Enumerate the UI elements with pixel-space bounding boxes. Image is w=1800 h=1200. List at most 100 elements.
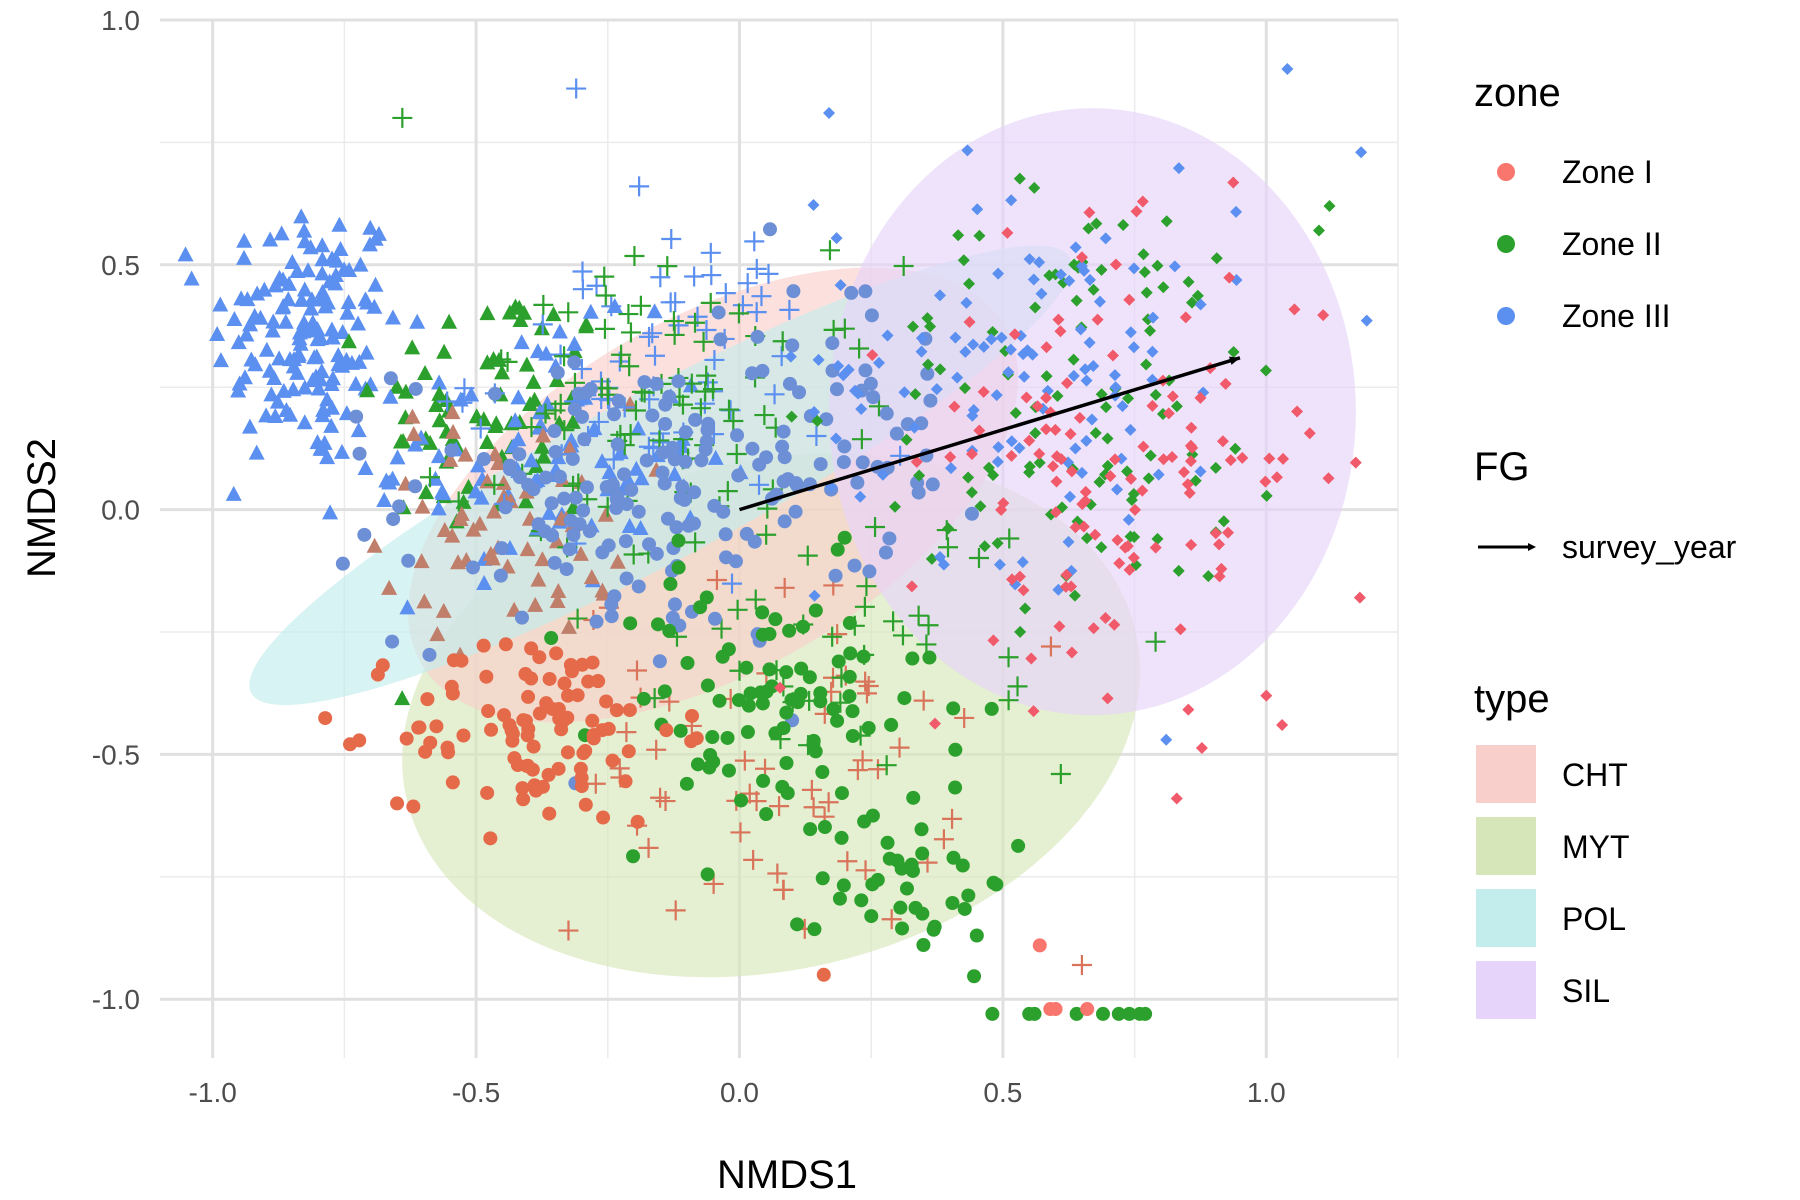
point-pol-triangle xyxy=(298,322,315,338)
point-pol-triangle xyxy=(236,232,253,248)
point-myt-circle xyxy=(703,747,718,762)
point-myt-circle xyxy=(408,381,423,396)
point-sil-diamond xyxy=(1127,551,1140,564)
point-pol-triangle xyxy=(319,294,336,310)
point-myt-circle xyxy=(498,637,513,652)
point-sil-diamond xyxy=(1093,475,1106,488)
point-cht-plus xyxy=(743,849,764,870)
point-myt-circle xyxy=(343,737,358,752)
point-pol-triangle xyxy=(428,396,445,412)
point-sil-diamond xyxy=(1029,301,1042,314)
point-sil-diamond xyxy=(1216,435,1229,448)
point-sil-diamond xyxy=(949,331,962,344)
point-cht-plus xyxy=(665,900,686,921)
point-myt-circle xyxy=(626,849,641,864)
point-cht-plus xyxy=(655,791,676,812)
point-cht-plus xyxy=(595,285,616,306)
point-myt-circle xyxy=(349,409,364,424)
point-sil-diamond xyxy=(974,500,987,513)
point-pol-triangle xyxy=(341,262,358,278)
legend: zone Zone I Zone II Zone III FG survey_y… xyxy=(1474,71,1737,1019)
point-myt-circle xyxy=(422,647,437,662)
point-pol-triangle xyxy=(366,537,383,553)
point-pol-triangle xyxy=(239,291,256,307)
point-sil-diamond xyxy=(1128,262,1141,275)
point-pol-triangle xyxy=(177,246,194,262)
point-myt-circle xyxy=(516,792,531,807)
legend-fg: FG survey_year xyxy=(1474,445,1737,565)
point-cht-plus xyxy=(1007,676,1028,697)
point-sil-diamond xyxy=(992,441,1005,454)
point-sil-diamond xyxy=(1227,346,1240,359)
point-sil-diamond xyxy=(1157,453,1170,466)
point-cht-plus xyxy=(594,266,615,287)
point-cht-plus xyxy=(664,324,685,345)
point-cht-plus xyxy=(801,779,822,800)
point-sil-diamond xyxy=(1317,309,1330,322)
point-myt-circle xyxy=(548,444,563,459)
point-myt-circle xyxy=(663,576,678,591)
point-myt-circle xyxy=(518,667,533,682)
point-myt-circle xyxy=(899,881,914,896)
point-myt-circle xyxy=(514,610,529,625)
legend-pol-label: POL xyxy=(1562,901,1626,937)
point-cht-plus xyxy=(754,405,775,426)
point-myt-circle xyxy=(747,534,762,549)
point-pol-triangle xyxy=(296,414,313,430)
point-myt-circle xyxy=(671,560,686,575)
point-sil-diamond xyxy=(1223,271,1236,284)
point-myt-circle xyxy=(429,719,444,734)
point-myt-circle xyxy=(659,723,674,738)
point-myt-circle xyxy=(700,422,715,437)
point-cht-plus xyxy=(1145,631,1166,652)
point-sil-diamond xyxy=(905,580,918,593)
point-sil-diamond xyxy=(1005,435,1018,448)
point-pol-triangle xyxy=(323,250,340,266)
point-sil-diamond xyxy=(1035,287,1048,300)
point-sil-diamond xyxy=(1277,452,1290,465)
point-cht-plus xyxy=(908,605,929,626)
point-myt-circle xyxy=(574,779,589,794)
point-cht-plus xyxy=(657,256,678,277)
point-sil-diamond xyxy=(929,717,942,730)
point-sil-diamond xyxy=(1353,591,1366,604)
point-myt-circle xyxy=(775,439,790,454)
point-myt-circle xyxy=(923,393,938,408)
point-pol-triangle xyxy=(395,432,412,448)
point-pol-triangle xyxy=(314,265,331,281)
point-myt-circle xyxy=(582,524,597,539)
point-sil-diamond xyxy=(1124,530,1137,543)
point-myt-circle xyxy=(785,338,800,353)
point-myt-circle xyxy=(858,284,873,299)
point-sil-diamond xyxy=(1054,325,1067,338)
point-myt-circle xyxy=(694,453,709,468)
type-ellipses xyxy=(249,108,1356,978)
point-pol-triangle xyxy=(445,423,462,439)
point-myt-circle xyxy=(607,407,622,422)
point-sil-diamond xyxy=(807,198,820,211)
point-myt-circle xyxy=(542,806,557,821)
point-sil-diamond xyxy=(852,387,865,400)
point-sil-diamond xyxy=(876,468,889,481)
legend-zone-iii-label: Zone III xyxy=(1562,298,1671,334)
point-myt-circle xyxy=(718,527,733,542)
point-sil-diamond xyxy=(1191,289,1204,302)
point-cht-plus xyxy=(773,879,794,900)
point-sil-diamond xyxy=(986,325,999,338)
point-sil-diamond xyxy=(1089,528,1102,541)
point-sil-diamond xyxy=(1023,253,1036,266)
point-pol-triangle xyxy=(324,329,341,345)
point-myt-circle xyxy=(551,702,566,717)
point-sil-diamond xyxy=(1104,470,1117,483)
point-myt-circle xyxy=(894,861,909,876)
point-outlier-circle xyxy=(1032,938,1047,953)
point-pol-triangle xyxy=(314,407,331,423)
point-myt-circle xyxy=(465,560,480,575)
point-myt-circle xyxy=(857,814,872,829)
point-myt-circle xyxy=(700,867,715,882)
point-sil-diamond xyxy=(1078,264,1091,277)
point-myt-circle xyxy=(601,538,616,553)
point-sil-diamond xyxy=(945,462,958,475)
point-pol-triangle xyxy=(431,385,448,401)
point-cht-plus xyxy=(550,393,571,414)
